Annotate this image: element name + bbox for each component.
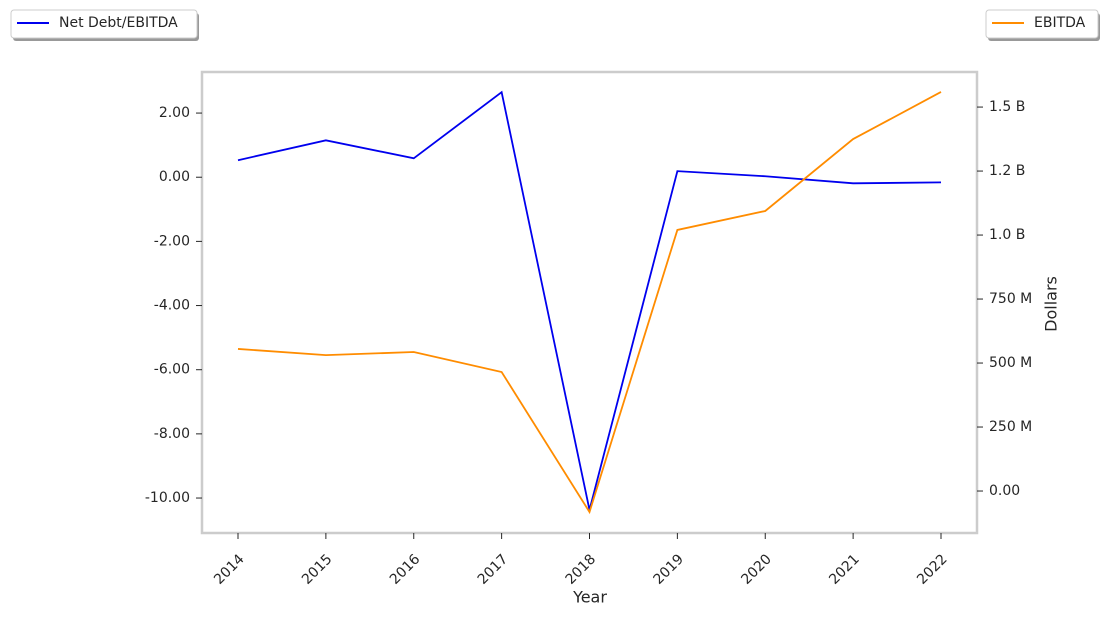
y2-tick-label: 0.00 xyxy=(989,483,1020,499)
legend-box xyxy=(985,9,1099,39)
y2-tick-label: 1.0 B xyxy=(989,227,1025,243)
y-tick-label: -2.00 xyxy=(154,233,190,249)
legend-box xyxy=(10,9,198,39)
y2-tick-label: 1.5 B xyxy=(989,99,1025,115)
x-tick-label: 2017 xyxy=(475,551,512,588)
y-tick-label: 2.00 xyxy=(159,105,190,121)
y2-tick-label: 250 M xyxy=(989,419,1032,435)
legend-label: EBITDA xyxy=(1034,15,1086,31)
x-tick-label: 2020 xyxy=(738,551,775,588)
y-tick-label: -8.00 xyxy=(154,426,190,442)
y2-axis-label: Dollars xyxy=(1042,276,1061,332)
line xyxy=(237,91,942,515)
x-tick-label: 2018 xyxy=(563,551,600,588)
x-tick-label: 2019 xyxy=(651,551,688,588)
x-tick-label: 2021 xyxy=(826,551,863,588)
y-tick-label: -10.00 xyxy=(145,490,190,506)
x-tick-label: 2016 xyxy=(387,551,424,588)
y2-tick-label: 500 M xyxy=(989,355,1032,371)
x-tick-label: 2022 xyxy=(914,551,951,588)
y2-tick-label: 1.2 B xyxy=(989,163,1025,179)
legend-label: Net Debt/EBITDA xyxy=(59,15,178,31)
x-axis-label: Year xyxy=(572,588,607,607)
x-tick-label: 2015 xyxy=(299,551,336,588)
y-tick-label: 0.00 xyxy=(159,169,190,185)
y-tick-label: -6.00 xyxy=(154,362,190,378)
y-tick-label: -4.00 xyxy=(154,298,190,314)
line xyxy=(237,90,942,511)
x-tick-label: 2014 xyxy=(211,551,248,588)
y2-tick-label: 750 M xyxy=(989,291,1032,307)
